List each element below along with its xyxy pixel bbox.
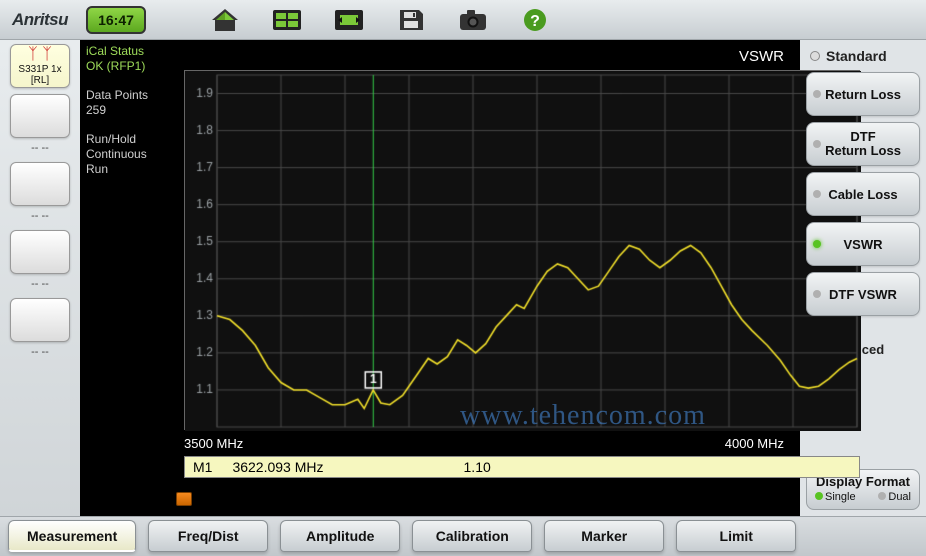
vswr-button[interactable]: VSWR <box>806 222 920 266</box>
ical-status-label: iCal Status <box>86 44 180 59</box>
trace-slot-4[interactable] <box>10 230 70 274</box>
brand-logo: Anritsu <box>0 0 80 40</box>
trace-slot-5-label: -- -- <box>31 346 49 358</box>
marker-id: M1 <box>193 459 212 475</box>
chart-plot[interactable] <box>184 70 860 430</box>
grid-view-icon[interactable] <box>268 6 306 34</box>
ical-status-value: OK (RFP1) <box>86 59 180 74</box>
antenna-icon: ᛉ ᛉ <box>28 46 52 64</box>
clock-text: 16:47 <box>98 12 134 28</box>
bottom-tab-bar: Measurement Freq/Dist Amplitude Calibrat… <box>0 516 926 556</box>
trace-slot-3[interactable] <box>10 162 70 206</box>
right-menu: Standard Return Loss DTF Return Loss Cab… <box>800 40 926 516</box>
display-format-dual[interactable]: Dual <box>878 491 911 503</box>
tab-freq-dist[interactable]: Freq/Dist <box>148 520 268 552</box>
trace-slot-1[interactable]: ᛉ ᛉ S331P 1x [RL] <box>10 44 70 88</box>
display-format-single[interactable]: Single <box>815 491 856 503</box>
replay-slider-handle[interactable] <box>176 492 192 506</box>
chart-title: VSWR <box>739 48 784 65</box>
fullscreen-icon[interactable] <box>330 6 368 34</box>
marker-value: 1.10 <box>464 459 491 475</box>
top-toolbar: Anritsu 16:47 ? <box>0 0 926 40</box>
home-icon[interactable] <box>206 6 244 34</box>
trace-slot-3-label: -- -- <box>31 210 49 222</box>
marker-readout-row: M1 3622.093 MHz 1.10 <box>184 456 860 478</box>
top-icon-row: ? <box>206 6 554 34</box>
runhold-mode: Continuous <box>86 147 180 162</box>
trace-slot-2-label: -- -- <box>31 142 49 154</box>
trace-slot-1-line2: [RL] <box>31 75 49 86</box>
right-menu-header-text: Standard <box>826 48 887 64</box>
tab-measurement[interactable]: Measurement <box>8 520 136 552</box>
tab-amplitude[interactable]: Amplitude <box>280 520 400 552</box>
chart-area: iCal Status OK (RFP1) Data Points 259 Ru… <box>80 40 800 516</box>
trace-slot-4-label: -- -- <box>31 278 49 290</box>
clock-display[interactable]: 16:47 <box>86 6 146 34</box>
runhold-state: Run <box>86 162 180 177</box>
info-panel: iCal Status OK (RFP1) Data Points 259 Ru… <box>86 44 180 177</box>
runhold-label: Run/Hold <box>86 132 180 147</box>
trace-slot-1-line1: S331P 1x <box>18 64 61 75</box>
camera-icon[interactable] <box>454 6 492 34</box>
cable-loss-button[interactable]: Cable Loss <box>806 172 920 216</box>
dtf-vswr-button[interactable]: DTF VSWR <box>806 272 920 316</box>
datapoints-value: 259 <box>86 103 180 118</box>
x-end-label: 4000 MHz <box>725 436 784 451</box>
return-loss-button[interactable]: Return Loss <box>806 72 920 116</box>
right-menu-header: Standard <box>806 46 920 66</box>
svg-text:?: ? <box>530 13 540 30</box>
dtf-return-loss-button[interactable]: DTF Return Loss <box>806 122 920 166</box>
x-start-label: 3500 MHz <box>184 436 243 451</box>
datapoints-label: Data Points <box>86 88 180 103</box>
save-icon[interactable] <box>392 6 430 34</box>
marker-freq: 3622.093 MHz <box>232 459 323 475</box>
tab-marker[interactable]: Marker <box>544 520 664 552</box>
trace-slot-5[interactable] <box>10 298 70 342</box>
tab-calibration[interactable]: Calibration <box>412 520 532 552</box>
help-icon[interactable]: ? <box>516 6 554 34</box>
tab-limit[interactable]: Limit <box>676 520 796 552</box>
radio-dot-icon <box>810 51 820 61</box>
left-trace-column: ᛉ ᛉ S331P 1x [RL] -- -- -- -- -- -- -- -… <box>0 40 80 516</box>
trace-slot-2[interactable] <box>10 94 70 138</box>
